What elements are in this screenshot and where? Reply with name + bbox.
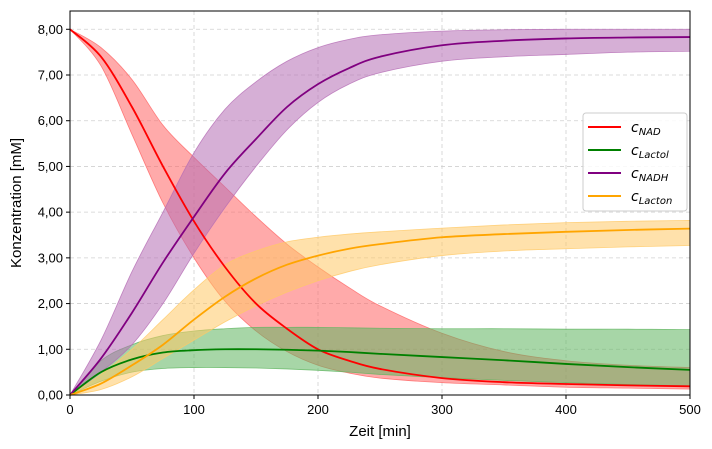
y-tick-label: 6,00 [38, 113, 63, 128]
plot-frame [69, 10, 691, 396]
y-tick-label: 8,00 [38, 22, 63, 37]
x-axis-title: Zeit [min] [349, 423, 411, 440]
series-lines [69, 28, 691, 396]
line-lacton [69, 227, 691, 396]
x-tick-label: 500 [679, 402, 701, 417]
legend-label-nad: cNAD [631, 120, 661, 138]
y-tick-label: 1,00 [38, 342, 63, 357]
y-tick-label: 0,00 [38, 388, 63, 403]
x-tick-label: 400 [555, 402, 577, 417]
y-tick-label: 2,00 [38, 296, 63, 311]
y-axis-title: Konzentration [mM] [8, 138, 25, 268]
confidence-bands [69, 28, 691, 396]
y-tick-label: 7,00 [38, 68, 63, 83]
legend-box [582, 112, 688, 212]
line-nad [69, 28, 691, 388]
x-tick-label: 200 [307, 402, 329, 417]
x-tick-label: 300 [431, 402, 453, 417]
y-tick-label: 3,00 [38, 250, 63, 265]
x-tick-label: 100 [183, 402, 205, 417]
axis-ticks: 0 100 200 300 400 500 0,00 1,00 2,00 3,00 4,00 5,00… [38, 22, 701, 417]
legend: cNAD cLactol cNADH cLacton [582, 112, 688, 212]
y-tick-label: 5,00 [38, 159, 63, 174]
x-tick-label: 0 [66, 402, 73, 417]
legend-label-lacton: cLacton [631, 189, 672, 207]
legend-label-lactol: cLactol [631, 143, 669, 161]
y-tick-label: 4,00 [38, 205, 63, 220]
legend-label-nadh: cNADH [631, 166, 669, 184]
line-nadh [69, 36, 691, 396]
